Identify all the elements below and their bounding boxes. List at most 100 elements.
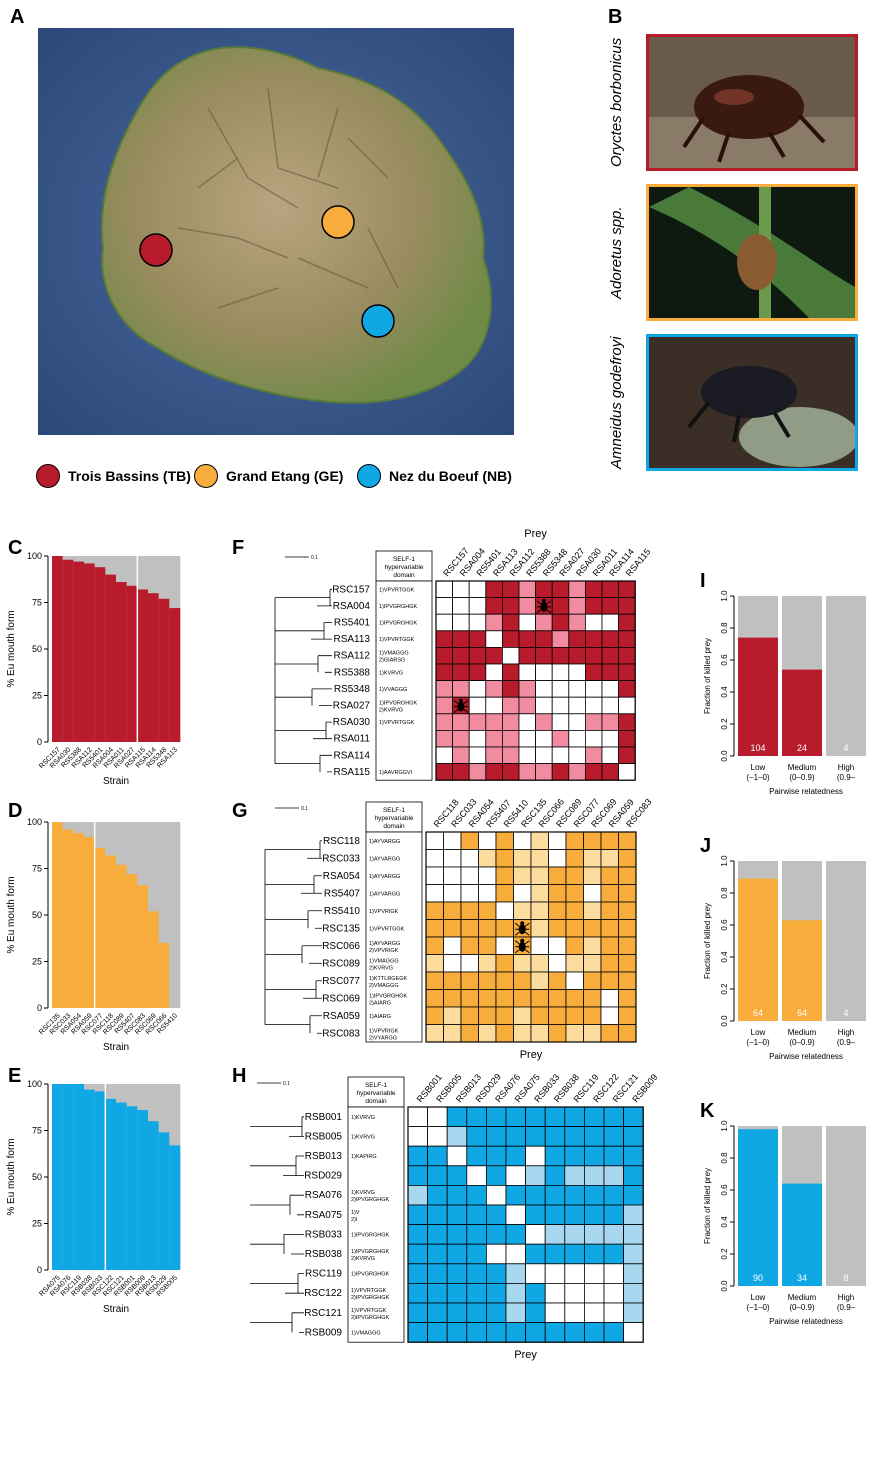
- domain-header-line: SELF-1: [383, 807, 405, 814]
- matrix-cell: [518, 663, 537, 682]
- matrix-cell: [435, 647, 454, 665]
- y-axis-label: % Eu mouth form: [6, 876, 17, 953]
- x-tick-label: High: [838, 763, 854, 772]
- beetle-head: [520, 938, 525, 943]
- matrix-cell: [427, 1263, 448, 1284]
- matrix-cell: [618, 971, 637, 990]
- matrix-cell: [584, 746, 603, 765]
- predator-row-label: RSC066: [322, 941, 360, 952]
- bar: [62, 559, 74, 742]
- matrix-cell: [460, 831, 479, 850]
- matrix-cell: [466, 1126, 487, 1147]
- matrix-cell: [466, 1224, 487, 1245]
- matrix-cell: [535, 763, 553, 781]
- site-marker-nb[interactable]: [361, 304, 395, 338]
- matrix-cell: [618, 831, 637, 850]
- bar-background: [169, 822, 181, 1008]
- panel-label-h: H: [232, 1065, 247, 1087]
- matrix-cell: [623, 1263, 644, 1284]
- matrix-cell: [565, 936, 584, 955]
- matrix-cell: [407, 1185, 429, 1206]
- domain-sequence: 1)VPVRTGGK: [351, 1308, 387, 1314]
- phylogenetic-tree: [250, 1116, 304, 1333]
- x-tick-label: High: [838, 1028, 854, 1037]
- matrix-cell: [530, 866, 549, 885]
- matrix-cell: [603, 1302, 625, 1324]
- matrix-cell: [513, 831, 532, 850]
- predator-row-label: RSB013: [305, 1151, 343, 1162]
- matrix-cell: [525, 1204, 546, 1226]
- matrix-cell: [518, 647, 537, 665]
- matrix-cell: [551, 680, 570, 698]
- matrix-cell: [513, 1006, 532, 1025]
- matrix-cell: [568, 763, 586, 781]
- x-tick-label: Low: [751, 1028, 766, 1037]
- matrix-cell: [601, 613, 620, 632]
- matrix-cell: [623, 1224, 644, 1245]
- matrix-cell: [468, 696, 487, 715]
- domain-sequence: 1)KVRVG: [351, 1134, 375, 1140]
- matrix-cell: [623, 1302, 644, 1324]
- matrix-cell: [544, 1165, 566, 1186]
- legend-label: Nez du Boeuf (NB): [389, 468, 512, 484]
- matrix-cell: [513, 971, 532, 990]
- matrix-cell: [427, 1145, 448, 1167]
- y-tick-label: 0.2: [720, 983, 729, 995]
- matrix-cell: [407, 1145, 429, 1167]
- legend-label: Grand Etang (GE): [226, 468, 344, 484]
- matrix-cell: [478, 849, 497, 868]
- matrix-cell: [427, 1204, 448, 1226]
- matrix-cell: [518, 729, 537, 748]
- site-marker-tb[interactable]: [139, 233, 173, 267]
- matrix-cell: [460, 971, 479, 990]
- domain-box: [347, 1106, 405, 1343]
- matrix-cell: [600, 971, 619, 990]
- site-marker-ge[interactable]: [321, 205, 355, 239]
- y-tick-label: 50: [32, 1172, 42, 1182]
- panel-label-a: A: [10, 6, 25, 28]
- matrix-cell: [544, 1145, 566, 1167]
- matrix-cell: [485, 1282, 507, 1304]
- matrix-cell: [478, 1024, 497, 1043]
- domain-header-line: domain: [365, 1098, 387, 1105]
- matrix-cell: [446, 1224, 468, 1245]
- matrix-cell: [603, 1106, 625, 1128]
- matrix-cell: [427, 1126, 448, 1147]
- matrix-cell: [568, 680, 586, 698]
- matrix-cell: [501, 630, 520, 648]
- matrix-cell: [564, 1204, 585, 1226]
- matrix-cell: [427, 1302, 448, 1324]
- matrix-cell: [618, 901, 637, 920]
- y-tick-label: 25: [32, 1219, 42, 1229]
- beetle-body: [540, 601, 548, 612]
- matrix-cell: [478, 1006, 497, 1025]
- matrix-cell: [501, 663, 520, 682]
- matrix-cell: [478, 989, 497, 1008]
- matrix-cell: [525, 1282, 546, 1304]
- phylogenetic-tree: [274, 588, 332, 773]
- matrix-cell: [505, 1263, 527, 1284]
- domain-header-line: hypervariable: [384, 564, 423, 571]
- domain-sequence: 2)VMAGGG: [369, 983, 399, 989]
- predator-row-label: RS5388: [334, 667, 371, 678]
- matrix-cell: [535, 729, 553, 748]
- matrix-cell: [583, 831, 602, 850]
- matrix-cell: [485, 696, 503, 715]
- domain-sequence: 2)IPVGRGHGK: [351, 1295, 390, 1301]
- matrix-cell: [544, 1224, 566, 1245]
- matrix-cell: [603, 1224, 625, 1245]
- matrix-cell: [551, 580, 570, 599]
- matrix-cell: [446, 1126, 468, 1147]
- matrix-cell: [544, 1322, 566, 1343]
- matrix-cell: [564, 1126, 585, 1147]
- x-axis-label: Strain: [103, 1042, 129, 1053]
- prey-axis-title: Prey: [514, 1349, 537, 1361]
- matrix-cell: [583, 1204, 605, 1226]
- matrix-cell: [468, 647, 487, 665]
- matrix-cell: [425, 971, 444, 990]
- predator-row-label: RS5407: [324, 888, 361, 899]
- matrix-cell: [603, 1322, 625, 1343]
- predation-matrix-ge: Prey RSC118 RSC033 RSA054 RS5407 RS5410 RSC135…: [264, 797, 654, 1061]
- predator-row-label: RSA113: [333, 634, 370, 645]
- matrix-cell: [525, 1263, 546, 1284]
